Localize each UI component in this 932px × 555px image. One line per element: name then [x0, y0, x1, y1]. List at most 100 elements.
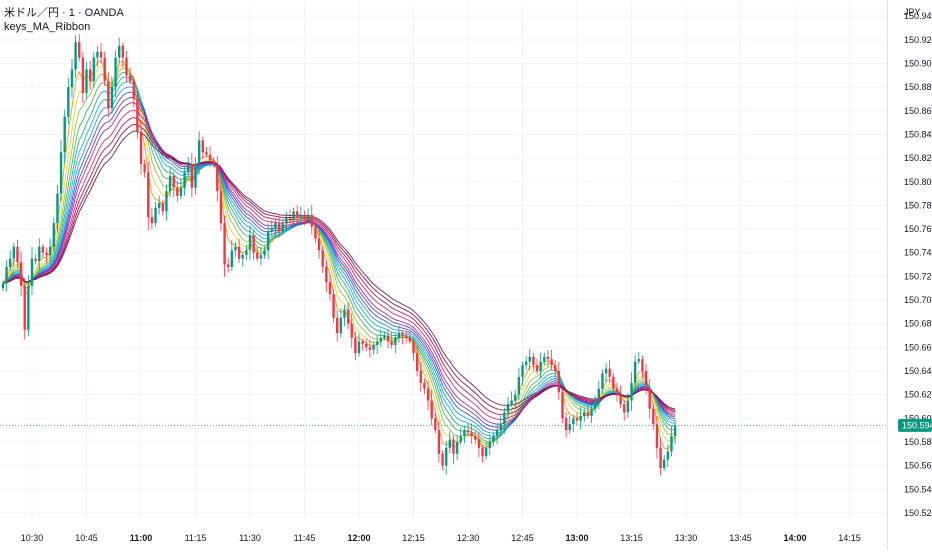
candle-body	[550, 359, 552, 365]
candle-body	[460, 436, 462, 442]
candle-body	[42, 247, 44, 253]
candle	[42, 244, 44, 258]
candle-body	[300, 215, 302, 217]
candle-body	[445, 448, 447, 466]
ma-line	[3, 92, 675, 430]
candle-body	[510, 401, 512, 405]
candle-body	[242, 255, 244, 259]
candle-body	[234, 247, 236, 251]
candle-body	[503, 412, 505, 424]
candle-body	[463, 430, 465, 436]
candle	[125, 51, 127, 83]
candle-body	[394, 338, 396, 345]
candle-body	[93, 58, 95, 82]
candle-body	[129, 75, 131, 81]
candle-body	[289, 217, 291, 219]
candle	[151, 208, 153, 229]
candle-body	[412, 341, 414, 353]
candle	[34, 254, 36, 265]
candle-body	[71, 69, 73, 87]
candle-body	[205, 152, 207, 154]
candle-body	[271, 229, 273, 231]
candle-body	[372, 345, 374, 350]
candle	[103, 52, 105, 86]
candle-body	[64, 117, 66, 152]
candle	[398, 326, 400, 343]
candle-body	[467, 430, 469, 432]
candle-body	[619, 395, 621, 404]
candle	[351, 313, 353, 347]
candle-body	[398, 333, 400, 338]
time-tick-label: 11:00	[130, 533, 153, 543]
candle-body	[191, 164, 193, 188]
candle-body	[176, 188, 178, 196]
candle	[576, 412, 578, 425]
candle	[140, 121, 142, 175]
time-tick-label: 11:45	[294, 533, 316, 543]
symbol-title[interactable]: 米ドル／円 · 1 · OANDA	[4, 6, 124, 20]
candle-body	[165, 191, 167, 211]
candle-body	[539, 362, 541, 371]
time-tick-label: 13:00	[565, 533, 588, 543]
indicator-title[interactable]: keys_MA_Ribbon	[4, 20, 124, 34]
candle-body	[24, 286, 26, 330]
candle	[67, 78, 69, 124]
candle-body	[656, 424, 658, 448]
candle	[619, 386, 621, 409]
candle	[227, 258, 229, 272]
price-tick-label: 150.760	[904, 224, 932, 234]
candle	[89, 61, 91, 90]
candle	[74, 35, 76, 77]
candle	[336, 311, 338, 341]
candle	[659, 438, 661, 476]
candle-body	[103, 58, 105, 82]
candle-body	[2, 283, 4, 288]
candle-body	[303, 215, 305, 220]
candle-body	[133, 81, 135, 99]
candle-body	[641, 359, 643, 371]
candle-body	[652, 409, 654, 424]
candle-body	[154, 208, 156, 223]
candle-body	[183, 172, 185, 187]
candle-body	[645, 371, 647, 389]
candle-body	[441, 454, 443, 466]
candle-body	[558, 371, 560, 392]
candle-body	[627, 401, 629, 413]
candle	[143, 160, 145, 178]
candle-body	[572, 418, 574, 424]
candle-body	[53, 223, 55, 247]
time-tick-label: 14:00	[783, 533, 806, 543]
time-tick-label: 13:45	[729, 533, 752, 543]
candle-body	[151, 217, 153, 223]
candle-body	[125, 58, 127, 76]
candle-body	[187, 164, 189, 172]
price-tick-label: 150.880	[904, 82, 932, 92]
candle	[162, 200, 164, 216]
candle-body	[351, 324, 353, 338]
candle-body	[256, 253, 258, 259]
candle-body	[194, 164, 196, 188]
price-axis[interactable]: 150.520150.540150.560150.580150.600150.6…	[888, 0, 932, 550]
candle-body	[212, 160, 214, 164]
candle-body	[358, 341, 360, 353]
candle-body	[220, 191, 222, 223]
candle-body	[674, 425, 676, 436]
candle-body	[561, 392, 563, 418]
candle-body	[74, 42, 76, 69]
candle	[492, 432, 494, 445]
candle-body	[180, 188, 182, 196]
price-tick-label: 150.780	[904, 200, 932, 210]
candle-body	[321, 250, 323, 267]
candle	[78, 34, 80, 62]
candle-body	[659, 448, 661, 468]
candle	[24, 278, 26, 340]
candle	[376, 335, 378, 353]
candle-body	[598, 389, 600, 401]
price-tick-label: 150.900	[904, 58, 932, 68]
candle	[5, 260, 7, 291]
candle	[114, 50, 116, 97]
candle-body	[387, 336, 389, 342]
